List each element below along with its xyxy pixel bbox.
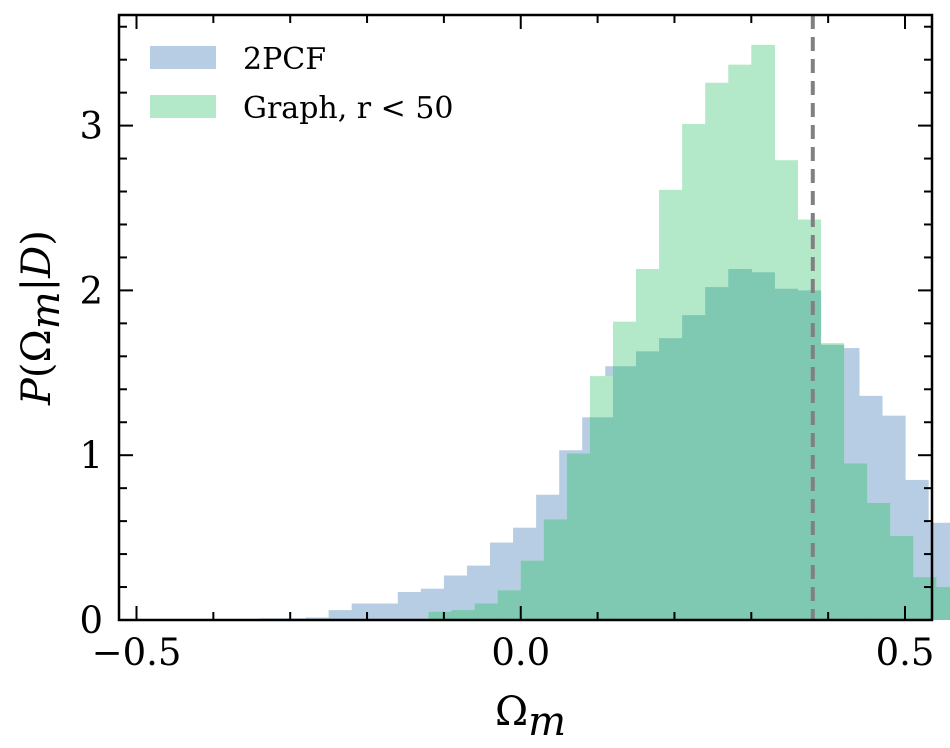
bar-overlap-20 bbox=[889, 535, 914, 620]
y-axis-label: P(Ωm|D) bbox=[14, 230, 69, 406]
bar-overlap-19 bbox=[866, 502, 891, 620]
bar-overlap-13 bbox=[728, 268, 752, 620]
bar-2pcf-4 bbox=[328, 610, 353, 620]
x-axis-label: Ωm bbox=[495, 689, 566, 745]
bar-overlap-4 bbox=[520, 560, 545, 620]
x-tick-labels: −0.50.00.51.0 bbox=[92, 631, 935, 674]
bar-overlap-5 bbox=[543, 519, 568, 620]
bar-overlap-9 bbox=[636, 351, 660, 620]
bar-overlap-22 bbox=[935, 587, 950, 620]
x-tick-label: −0.5 bbox=[92, 631, 182, 674]
bar-overlap-7 bbox=[589, 417, 614, 620]
bar-2pcf-5 bbox=[351, 603, 376, 620]
y-tick-label: 0 bbox=[79, 599, 103, 642]
bar-overlap-8 bbox=[612, 366, 637, 620]
legend-label-graph: Graph, r < 50 bbox=[243, 91, 454, 126]
legend-label-2pcf: 2PCF bbox=[243, 42, 326, 77]
y-tick-label: 1 bbox=[79, 434, 103, 477]
bar-overlap-1 bbox=[451, 610, 476, 620]
bar-overlap-14 bbox=[751, 272, 775, 620]
bar-overlap-10 bbox=[659, 338, 683, 620]
bar-overlap-16 bbox=[797, 290, 822, 620]
y-tick-label: 2 bbox=[79, 269, 103, 312]
bar-overlap-12 bbox=[705, 287, 729, 620]
bar-2pcf-6 bbox=[374, 603, 399, 620]
bar-overlap-3 bbox=[497, 590, 522, 620]
bar-overlap-0 bbox=[428, 611, 453, 620]
legend-swatch-2pcf bbox=[150, 46, 216, 69]
plot-area bbox=[236, 44, 950, 621]
series-overlap-bars bbox=[428, 268, 950, 620]
bar-overlap-6 bbox=[566, 453, 591, 620]
bar-overlap-2 bbox=[474, 603, 499, 620]
bar-2pcf-9 bbox=[443, 575, 468, 620]
x-tick-label: 0.5 bbox=[876, 631, 935, 674]
legend: 2PCF Graph, r < 50 bbox=[150, 42, 454, 126]
y-tick-label: 3 bbox=[79, 105, 103, 148]
x-tick-label: 0.0 bbox=[491, 631, 550, 674]
legend-swatch-graph bbox=[150, 95, 216, 118]
bar-overlap-17 bbox=[820, 344, 845, 620]
plot-frame bbox=[117, 13, 934, 622]
bar-overlap-15 bbox=[774, 288, 799, 620]
bar-overlap-11 bbox=[682, 315, 706, 620]
bar-overlap-18 bbox=[843, 463, 868, 620]
y-tick-labels: 0 1 2 3 bbox=[79, 105, 103, 642]
bar-2pcf-7 bbox=[397, 591, 422, 620]
